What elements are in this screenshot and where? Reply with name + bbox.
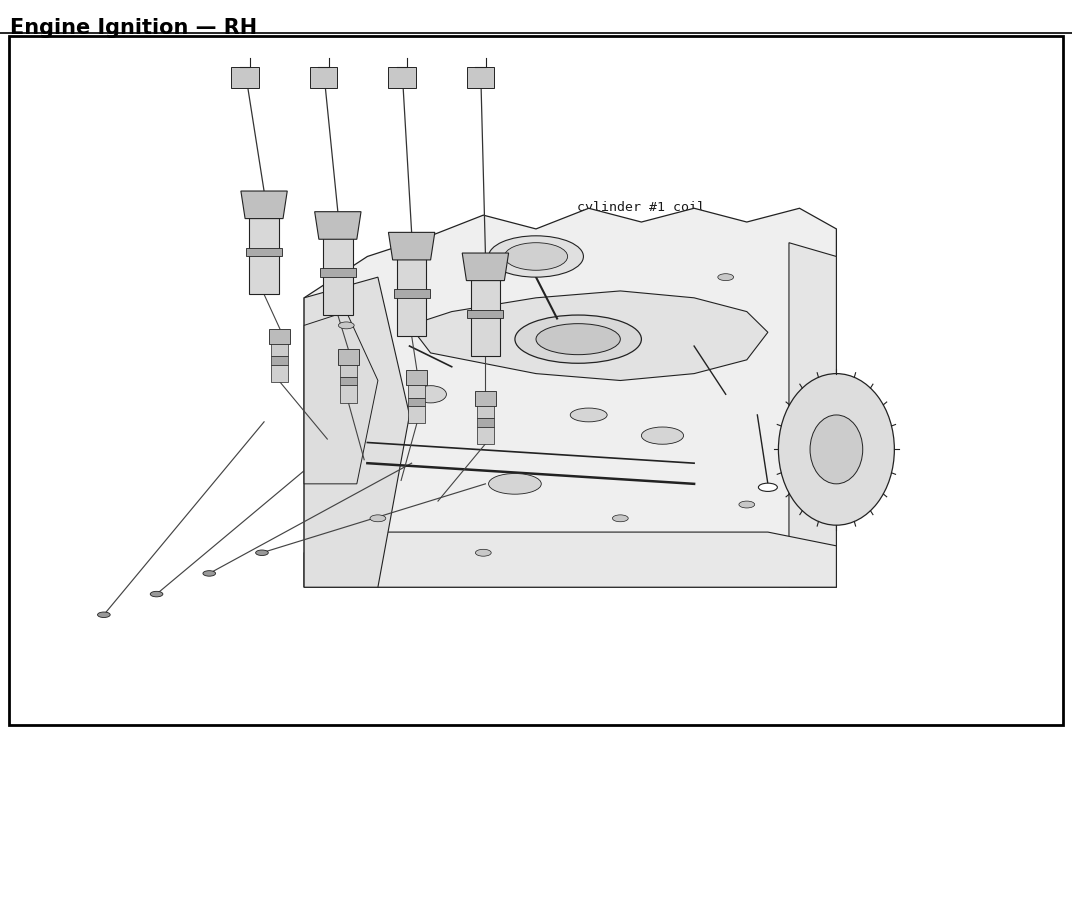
Polygon shape [462, 253, 508, 281]
Polygon shape [304, 532, 836, 587]
Polygon shape [340, 365, 357, 377]
Ellipse shape [718, 273, 733, 281]
Polygon shape [789, 243, 836, 587]
Polygon shape [471, 273, 501, 356]
Text: Engine Ignition — RH: Engine Ignition — RH [10, 18, 257, 38]
Ellipse shape [505, 243, 567, 271]
Polygon shape [271, 344, 288, 356]
Polygon shape [388, 67, 416, 88]
Polygon shape [477, 427, 494, 444]
Ellipse shape [641, 427, 684, 444]
Polygon shape [304, 312, 378, 484]
Polygon shape [393, 289, 430, 298]
Ellipse shape [475, 549, 491, 557]
Polygon shape [408, 406, 426, 423]
Ellipse shape [536, 324, 621, 355]
Ellipse shape [370, 515, 386, 522]
Polygon shape [304, 277, 410, 587]
Polygon shape [467, 67, 494, 88]
Bar [9, 36, 1063, 725]
Polygon shape [315, 212, 361, 239]
Polygon shape [475, 391, 496, 406]
Polygon shape [271, 365, 288, 382]
Ellipse shape [98, 612, 110, 618]
Text: cylinder #1 spark plug: cylinder #1 spark plug [498, 309, 753, 358]
Polygon shape [340, 377, 357, 386]
Polygon shape [247, 248, 282, 257]
Polygon shape [250, 212, 279, 294]
Polygon shape [388, 232, 435, 260]
Ellipse shape [150, 591, 163, 597]
Ellipse shape [339, 322, 354, 329]
Polygon shape [397, 253, 427, 335]
Polygon shape [406, 370, 428, 386]
Ellipse shape [489, 473, 541, 494]
Ellipse shape [203, 570, 215, 576]
Ellipse shape [739, 501, 755, 508]
Polygon shape [338, 349, 359, 365]
Polygon shape [271, 356, 288, 365]
Ellipse shape [515, 315, 641, 363]
Ellipse shape [489, 236, 583, 277]
Polygon shape [319, 268, 356, 277]
Polygon shape [408, 398, 426, 406]
Polygon shape [241, 191, 287, 218]
Polygon shape [410, 291, 768, 380]
Polygon shape [304, 208, 836, 587]
Polygon shape [232, 67, 258, 88]
Text: cylinder #1 coil: cylinder #1 coil [497, 200, 705, 258]
Polygon shape [477, 406, 494, 419]
Ellipse shape [612, 515, 628, 522]
Ellipse shape [570, 408, 607, 422]
Polygon shape [310, 67, 338, 88]
Ellipse shape [758, 484, 777, 492]
Polygon shape [323, 232, 353, 315]
Ellipse shape [810, 415, 863, 484]
Polygon shape [477, 419, 494, 427]
Polygon shape [408, 386, 426, 398]
Ellipse shape [778, 374, 894, 526]
Polygon shape [269, 329, 291, 344]
Ellipse shape [255, 550, 268, 556]
Polygon shape [340, 386, 357, 402]
Ellipse shape [415, 386, 446, 403]
Polygon shape [467, 310, 504, 318]
